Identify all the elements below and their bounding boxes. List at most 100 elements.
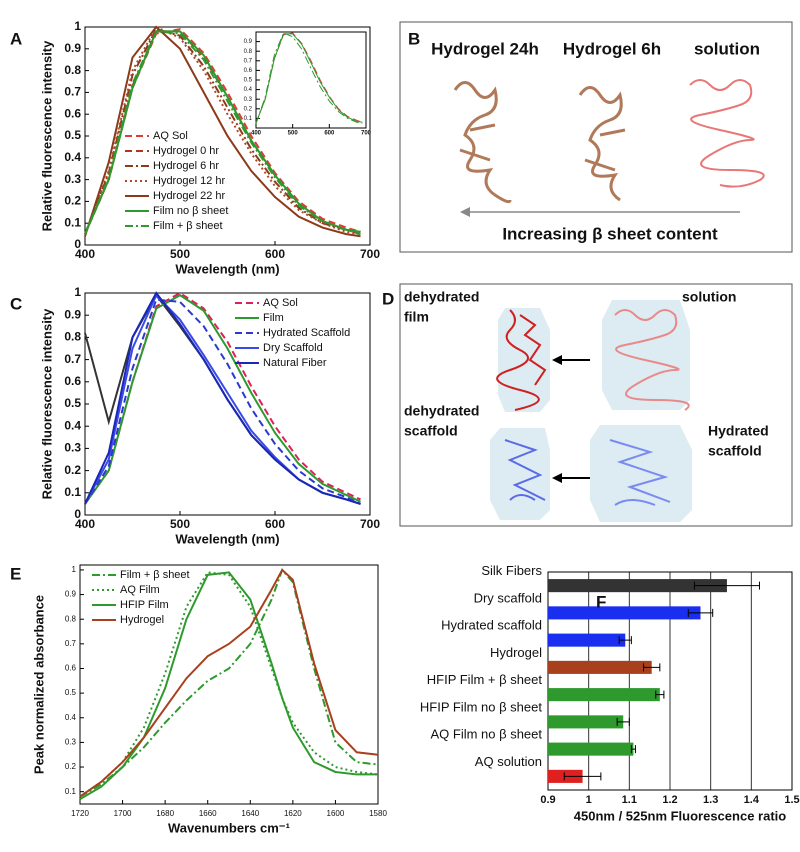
hydration-shell (602, 300, 690, 410)
y-tick-label: 0.2 (64, 463, 81, 477)
protein-drawing (453, 81, 512, 204)
y-tick-label: 0.2 (64, 194, 81, 208)
x-tick-label: 1.2 (662, 794, 677, 806)
panel-letter: F (596, 592, 606, 611)
x-tick-label: 1720 (71, 809, 89, 818)
structure-label: Hydrogel 6h (563, 39, 661, 58)
x-tick-label: 1580 (369, 809, 387, 818)
protein-drawing (689, 79, 765, 188)
y-tick-label: 1 (72, 565, 77, 574)
protein-drawing (496, 309, 547, 411)
data-line (79, 568, 379, 798)
error-bar (655, 690, 665, 699)
caption: Increasing β sheet content (502, 224, 718, 243)
x-tick-label: 1680 (156, 809, 174, 818)
protein-drawing (609, 439, 671, 506)
y-tick-label: 0.1 (65, 787, 77, 796)
y-tick-label: 0.5 (65, 688, 77, 697)
y-tick-label: 0.4 (65, 713, 77, 722)
y-tick-label: 0.6 (65, 664, 77, 673)
y-tick-label: 0.4 (64, 150, 81, 164)
x-tick-label: 500 (170, 247, 190, 261)
bar (548, 715, 624, 729)
category-label: Hydrogel (490, 645, 542, 660)
structure-label: dehydrated (404, 403, 479, 419)
y-axis-label: Peak normalized absorbance (31, 595, 46, 774)
error-bar (563, 772, 602, 781)
x-tick-label: 1600 (327, 809, 345, 818)
y-tick-label: 0.1 (64, 485, 81, 499)
y-tick-label: 1 (74, 19, 81, 33)
x-tick-label: 700 (361, 131, 372, 137)
y-tick-label: 0.7 (65, 639, 77, 648)
x-axis-label: Wavelength (nm) (175, 531, 279, 546)
protein-drawing (504, 439, 546, 501)
hydration-shell (498, 308, 550, 412)
data-line (84, 294, 361, 505)
x-tick-label: 500 (170, 517, 190, 531)
y-tick-label: 0.3 (244, 97, 253, 103)
structure-label: film (404, 309, 429, 325)
x-axis-label: 450nm / 525nm Fluorescence ratio (574, 808, 786, 823)
bar (548, 660, 652, 674)
y-tick-label: 0.7 (244, 58, 253, 64)
legend-label: AQ Film (120, 584, 160, 596)
x-tick-label: 400 (75, 517, 95, 531)
legend-label: Film + β sheet (153, 220, 223, 232)
structure-label: dehydrated (404, 289, 479, 305)
y-tick-label: 0.1 (244, 116, 253, 122)
data-line (255, 33, 363, 124)
y-tick-label: 0.6 (64, 106, 81, 120)
plot-frame (255, 31, 367, 129)
protein-drawing (614, 309, 690, 411)
data-line (79, 571, 378, 800)
x-tick-label: 1.5 (784, 794, 799, 806)
x-tick-label: 600 (324, 131, 335, 137)
y-tick-label: 1 (74, 285, 81, 299)
y-tick-label: 0.7 (64, 85, 81, 99)
y-tick-label: 0.3 (64, 172, 81, 186)
x-tick-label: 1640 (241, 809, 259, 818)
y-tick-label: 0.5 (244, 78, 253, 84)
x-tick-label: 1660 (199, 809, 217, 818)
x-tick-label: 400 (251, 131, 262, 137)
hydration-shell (590, 425, 692, 522)
legend-label: Hydrogel 6 hr (153, 160, 219, 172)
y-tick-label: 0.6 (244, 68, 253, 74)
category-label: AQ solution (475, 754, 542, 769)
structure-label: scaffold (708, 443, 762, 459)
y-tick-label: 0.3 (64, 441, 81, 455)
x-axis-label: Wavenumbers cm⁻¹ (168, 820, 290, 835)
x-tick-label: 1620 (284, 809, 302, 818)
error-bar (687, 608, 714, 617)
panel-frame (399, 283, 793, 527)
panel-letter: B (408, 29, 420, 48)
legend-label: Hydrogel 12 hr (153, 175, 225, 187)
structure-label: solution (694, 39, 760, 58)
data-line (84, 28, 361, 236)
x-axis-label: Wavelength (nm) (175, 261, 279, 276)
data-line (84, 298, 361, 505)
error-bar (616, 717, 630, 726)
data-line (79, 571, 379, 798)
error-bar (618, 636, 632, 645)
bar (548, 688, 660, 702)
panel-frame (399, 21, 793, 253)
legend-label: Hydrogel (120, 614, 164, 626)
structure-label: Hydrogel 24h (431, 39, 539, 58)
y-tick-label: 0.2 (244, 106, 253, 112)
y-tick-label: 0.4 (64, 418, 81, 432)
protein-drawing (578, 86, 626, 202)
data-line (84, 25, 361, 238)
category-label: HFIP Film + β sheet (427, 672, 543, 687)
panel-letter: A (10, 29, 22, 48)
y-tick-label: 0.8 (64, 330, 81, 344)
error-bar (693, 581, 760, 590)
x-tick-label: 0.9 (540, 794, 555, 806)
panel-d: D dehydrated film solution dehydrated sc… (382, 283, 793, 527)
bar (548, 579, 727, 593)
data-line (84, 291, 361, 505)
x-tick-label: 1.3 (703, 794, 718, 806)
panel-b: B Hydrogel 24h Hydrogel 6h solution Incr… (399, 21, 793, 253)
